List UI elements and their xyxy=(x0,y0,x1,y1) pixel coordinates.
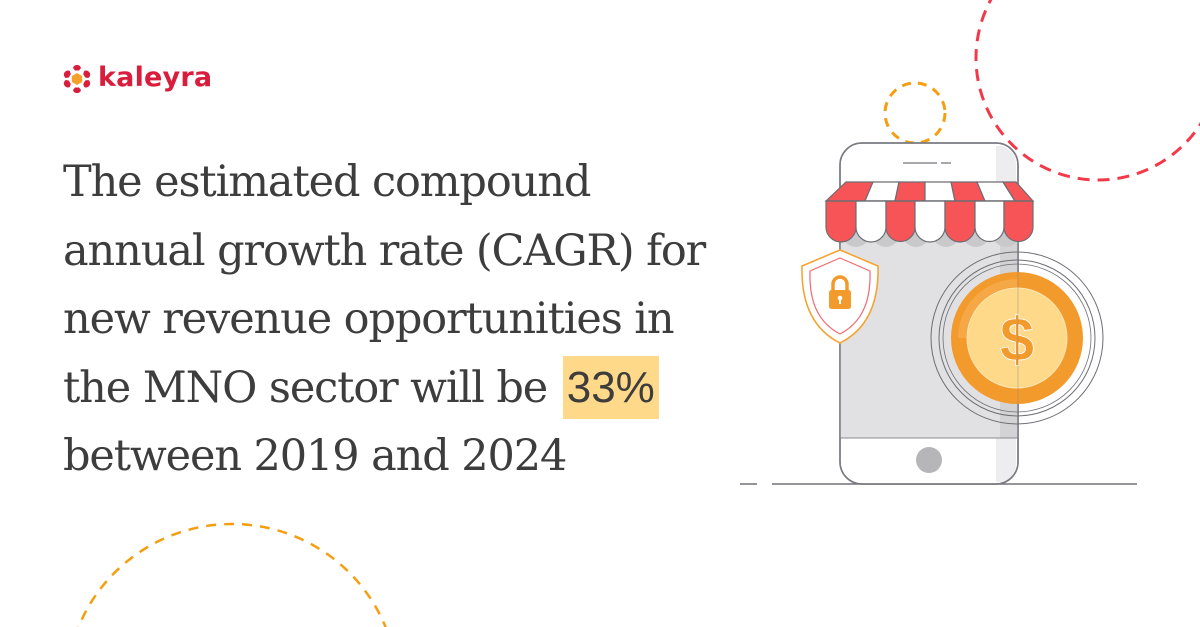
dollar-coin: $ xyxy=(930,250,1104,438)
kaleyra-logo: kaleyra xyxy=(62,62,212,96)
storefront-awning xyxy=(824,181,1035,247)
headline: The estimated compound annual growth rat… xyxy=(63,148,743,491)
home-button xyxy=(916,447,942,473)
kaleyra-hexagon-flower-icon xyxy=(63,64,91,94)
hexagon-center xyxy=(71,73,83,85)
headline-text-after: between 2019 and 2024 xyxy=(63,431,567,481)
orange-dashed-circle-decoration xyxy=(883,81,947,145)
red-dashed-circle-decoration xyxy=(974,0,1200,182)
padlock-icon xyxy=(829,275,851,309)
highlighted-stat: 33% xyxy=(562,355,659,419)
dollar-sign-icon: $ xyxy=(1000,306,1034,375)
brand-name: kaleyra xyxy=(98,62,213,93)
orange-dashed-arc-decoration xyxy=(77,522,387,627)
headline-text-before: The estimated compound annual growth rat… xyxy=(63,157,706,413)
security-shield xyxy=(801,249,879,344)
